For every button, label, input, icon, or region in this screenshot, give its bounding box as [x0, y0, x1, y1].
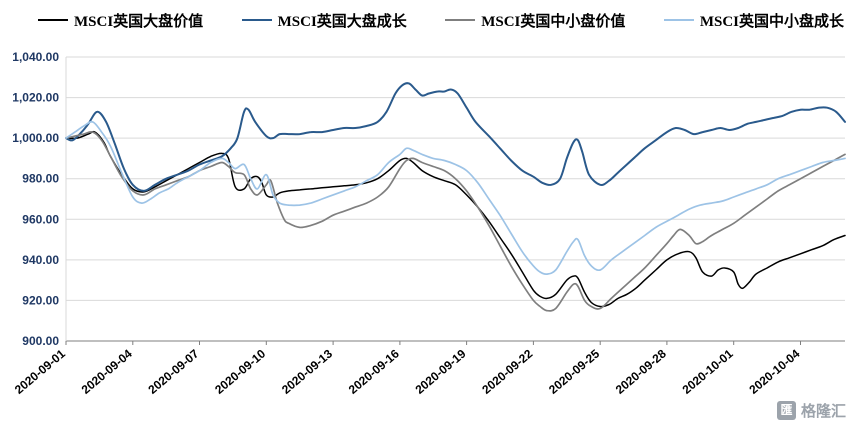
y-axis-label: 980.00 — [22, 172, 59, 186]
y-axis-label: 1,040.00 — [12, 50, 59, 64]
legend-label-smid-growth: MSCI英国中小盘成长 — [699, 13, 844, 30]
series-line-3 — [65, 120, 846, 276]
x-axis-label: 2020-09-10 — [212, 346, 268, 396]
y-axis-label: 1,020.00 — [12, 91, 59, 105]
legend-swatch-large-value — [38, 19, 68, 21]
watermark: 匯 格隆汇 — [776, 400, 846, 421]
x-axis-label: 2020-09-13 — [279, 346, 335, 396]
x-axis-label: 2020-09-19 — [413, 346, 469, 396]
legend-label-large-value: MSCI英国大盘价值 — [74, 13, 204, 30]
gelonghui-logo-icon: 匯 — [776, 401, 796, 420]
y-axis-label: 920.00 — [22, 293, 59, 307]
series-line-0 — [65, 130, 846, 308]
series-line-1 — [65, 82, 846, 192]
x-axis-label: 2020-09-04 — [79, 346, 135, 396]
x-axis-label: 2020-09-07 — [145, 346, 201, 396]
legend-item-large-value: MSCI英国大盘价值 — [38, 10, 203, 31]
x-axis-label: 2020-09-22 — [479, 346, 535, 396]
x-axis-label: 2020-10-01 — [680, 346, 736, 396]
x-axis-label: 2020-09-25 — [546, 346, 602, 396]
legend-item-smid-growth: MSCI英国中小盘成长 — [663, 10, 844, 31]
x-axis-label: 2020-09-28 — [613, 346, 669, 396]
y-axis-label: 1,000.00 — [12, 131, 59, 145]
legend-label-large-growth: MSCI英国大盘成长 — [277, 13, 407, 30]
legend-label-smid-value: MSCI英国中小盘价值 — [481, 13, 626, 30]
chart-legend: MSCI英国大盘价值 MSCI英国大盘成长 MSCI英国中小盘价值 MSCI英国… — [38, 8, 844, 32]
y-axis-label: 960.00 — [22, 212, 59, 226]
series-line-2 — [65, 130, 846, 312]
y-axis-label: 900.00 — [22, 334, 59, 348]
y-axis-label: 940.00 — [22, 253, 59, 267]
watermark-text: 格隆汇 — [800, 403, 846, 420]
x-axis-label: 2020-09-01 — [12, 346, 68, 396]
x-axis-label: 2020-09-16 — [346, 346, 402, 396]
legend-swatch-smid-value — [445, 19, 476, 21]
legend-swatch-smid-growth — [663, 19, 694, 21]
legend-item-large-growth: MSCI英国大盘成长 — [241, 10, 407, 31]
x-axis-label: 2020-10-04 — [746, 346, 802, 396]
legend-swatch-large-growth — [241, 19, 272, 21]
legend-item-smid-value: MSCI英国中小盘价值 — [445, 10, 625, 31]
